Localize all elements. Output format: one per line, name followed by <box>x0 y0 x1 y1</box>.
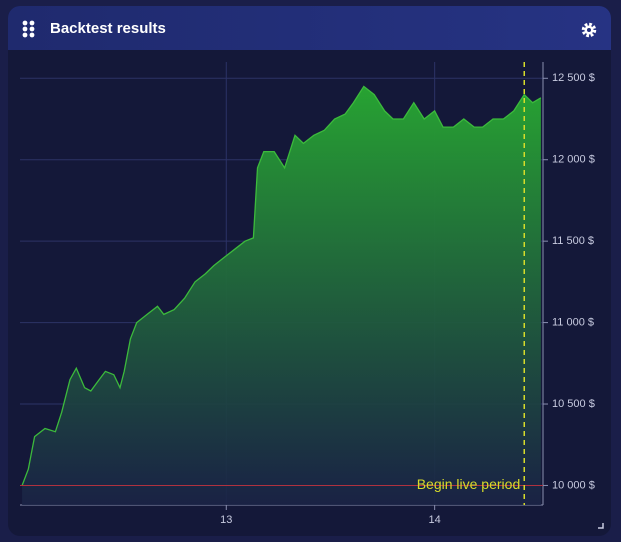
drag-handle[interactable] <box>22 20 35 38</box>
resize-handle[interactable] <box>598 523 604 529</box>
y-tick-label: 10 500 $ <box>552 398 595 410</box>
y-tick-label: 12 000 $ <box>552 154 595 166</box>
annotation-label: Begin live period <box>417 476 521 492</box>
equity-line <box>21 85 542 486</box>
x-tick-label: 13 <box>220 514 232 526</box>
area-fill <box>22 86 541 506</box>
y-tick-label: 10 000 $ <box>552 479 595 491</box>
card-header <box>8 6 611 50</box>
x-tick-label: 14 <box>429 514 441 526</box>
settings-button[interactable] <box>581 22 597 38</box>
card-title: Backtest results <box>50 20 166 37</box>
y-tick-label: 11 000 $ <box>552 316 594 328</box>
y-tick-label: 12 500 $ <box>552 72 595 84</box>
y-tick-label: 11 500 $ <box>552 235 594 247</box>
